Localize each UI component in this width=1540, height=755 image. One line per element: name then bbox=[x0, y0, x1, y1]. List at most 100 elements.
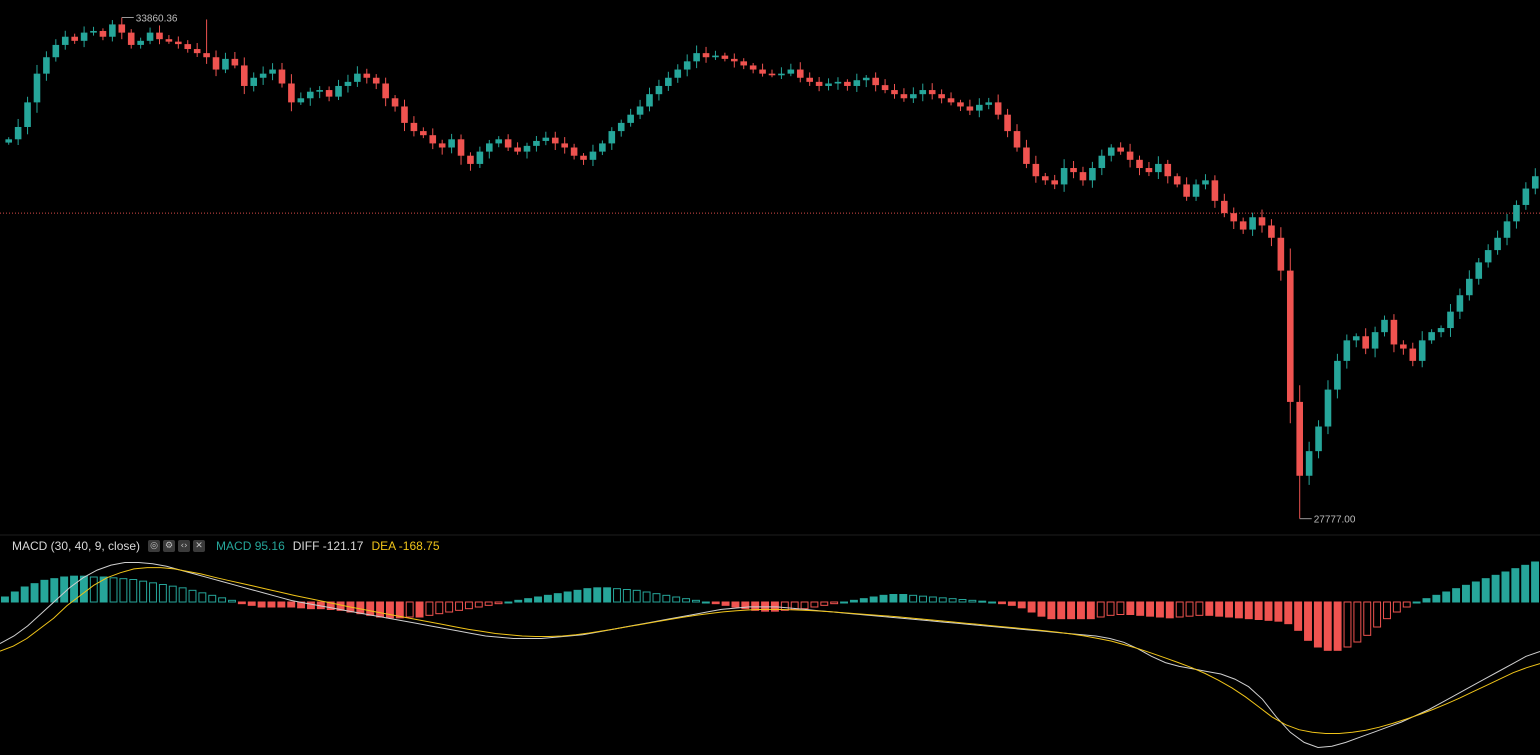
macd-bar bbox=[70, 575, 78, 603]
code-icon[interactable]: ‹› bbox=[178, 540, 191, 552]
macd-bar bbox=[139, 580, 148, 603]
macd-bar bbox=[800, 601, 809, 610]
macd-bar bbox=[958, 599, 967, 603]
macd-bar bbox=[978, 600, 987, 603]
macd-bar bbox=[158, 584, 167, 603]
macd-bar bbox=[307, 601, 315, 610]
candle-body bbox=[1145, 168, 1153, 173]
candle-body bbox=[325, 90, 333, 97]
macd-bar bbox=[1254, 601, 1263, 620]
macd-bar bbox=[1146, 601, 1155, 617]
candle-body bbox=[212, 57, 220, 70]
macd-bar bbox=[79, 575, 88, 603]
candle-body bbox=[1107, 147, 1115, 156]
candle-body bbox=[665, 77, 672, 86]
macd-bar bbox=[405, 601, 414, 618]
candle-body bbox=[759, 69, 766, 74]
macd-bar bbox=[168, 585, 177, 603]
macd-bar bbox=[1333, 601, 1342, 651]
candle-body bbox=[806, 77, 813, 82]
candle-body bbox=[127, 32, 135, 45]
candle-body bbox=[1447, 311, 1454, 329]
settings-icon[interactable]: ⚙ bbox=[163, 540, 176, 552]
candle-body bbox=[344, 81, 352, 86]
macd-bar bbox=[0, 596, 9, 603]
macd-bar bbox=[356, 601, 365, 615]
macd-bar bbox=[504, 601, 513, 604]
macd-bar bbox=[1126, 601, 1135, 615]
candle-body bbox=[712, 55, 719, 58]
macd-bar bbox=[1462, 584, 1470, 603]
macd-bar bbox=[30, 583, 39, 603]
macd-bar bbox=[257, 601, 266, 608]
candle-body bbox=[1060, 168, 1068, 185]
macd-bar bbox=[494, 601, 503, 605]
macd-bar bbox=[385, 601, 394, 619]
candle-body bbox=[410, 122, 418, 132]
dea-value: DEA -168.75 bbox=[371, 539, 440, 553]
macd-bar bbox=[998, 601, 1006, 605]
candle-body bbox=[1305, 451, 1313, 476]
candle-body bbox=[1315, 426, 1322, 452]
close-icon[interactable]: ✕ bbox=[193, 540, 206, 552]
candle-body bbox=[523, 145, 531, 152]
macd-bar bbox=[1264, 601, 1273, 621]
macd-bar bbox=[662, 594, 671, 603]
candle-body bbox=[768, 73, 776, 76]
macd-bar bbox=[583, 588, 592, 603]
candle-body bbox=[1324, 389, 1332, 427]
macd-bar bbox=[188, 589, 197, 603]
macd-bar bbox=[1471, 581, 1480, 603]
macd-bar bbox=[1422, 598, 1431, 603]
candle-body bbox=[825, 83, 832, 86]
macd-bar bbox=[474, 601, 483, 608]
macd-bar bbox=[1007, 601, 1016, 606]
candle-body bbox=[175, 41, 182, 45]
macd-bar bbox=[435, 601, 444, 615]
macd-bar bbox=[938, 597, 947, 603]
candle-body bbox=[457, 139, 465, 156]
macd-bar bbox=[464, 601, 473, 610]
macd-bar bbox=[1442, 591, 1451, 603]
macd-bar bbox=[1086, 601, 1095, 620]
macd-bar bbox=[1106, 601, 1115, 616]
candle-body bbox=[1503, 221, 1511, 238]
candle-body bbox=[947, 98, 955, 103]
candle-body bbox=[1381, 319, 1388, 333]
macd-bar bbox=[701, 601, 710, 604]
macd-bar bbox=[988, 601, 997, 604]
candle-body bbox=[1239, 221, 1247, 230]
macd-bar bbox=[879, 594, 888, 603]
macd-bar bbox=[1165, 601, 1174, 619]
macd-bar bbox=[109, 577, 118, 603]
candle-body bbox=[815, 81, 823, 86]
macd-bar bbox=[1215, 601, 1224, 617]
candle-body bbox=[1343, 340, 1351, 361]
candle-body bbox=[683, 61, 691, 70]
macd-bar bbox=[514, 599, 523, 603]
candle-body bbox=[1164, 163, 1172, 177]
candle-body bbox=[203, 53, 210, 58]
candle-body bbox=[297, 98, 305, 103]
candle-body bbox=[99, 30, 107, 37]
candle-body bbox=[985, 102, 993, 105]
macd-bar bbox=[99, 576, 108, 603]
macd-bar bbox=[1392, 601, 1401, 613]
macd-bar bbox=[780, 601, 789, 611]
high-price-label: 33860.36 bbox=[136, 13, 178, 24]
macd-bar bbox=[534, 596, 542, 603]
hide-icon[interactable]: ◎ bbox=[148, 540, 161, 552]
macd-bar bbox=[237, 601, 246, 605]
macd-bar bbox=[622, 589, 631, 603]
diff-line bbox=[0, 562, 1540, 749]
candle-body bbox=[599, 143, 606, 152]
macd-bar bbox=[1195, 601, 1204, 616]
candle-body bbox=[1070, 168, 1077, 173]
macd-bar bbox=[1284, 601, 1293, 625]
macd-bar bbox=[859, 598, 868, 603]
macd-bar bbox=[1096, 601, 1105, 618]
candle-body bbox=[372, 77, 380, 84]
candle-body bbox=[222, 58, 229, 70]
macd-bar bbox=[425, 601, 434, 616]
